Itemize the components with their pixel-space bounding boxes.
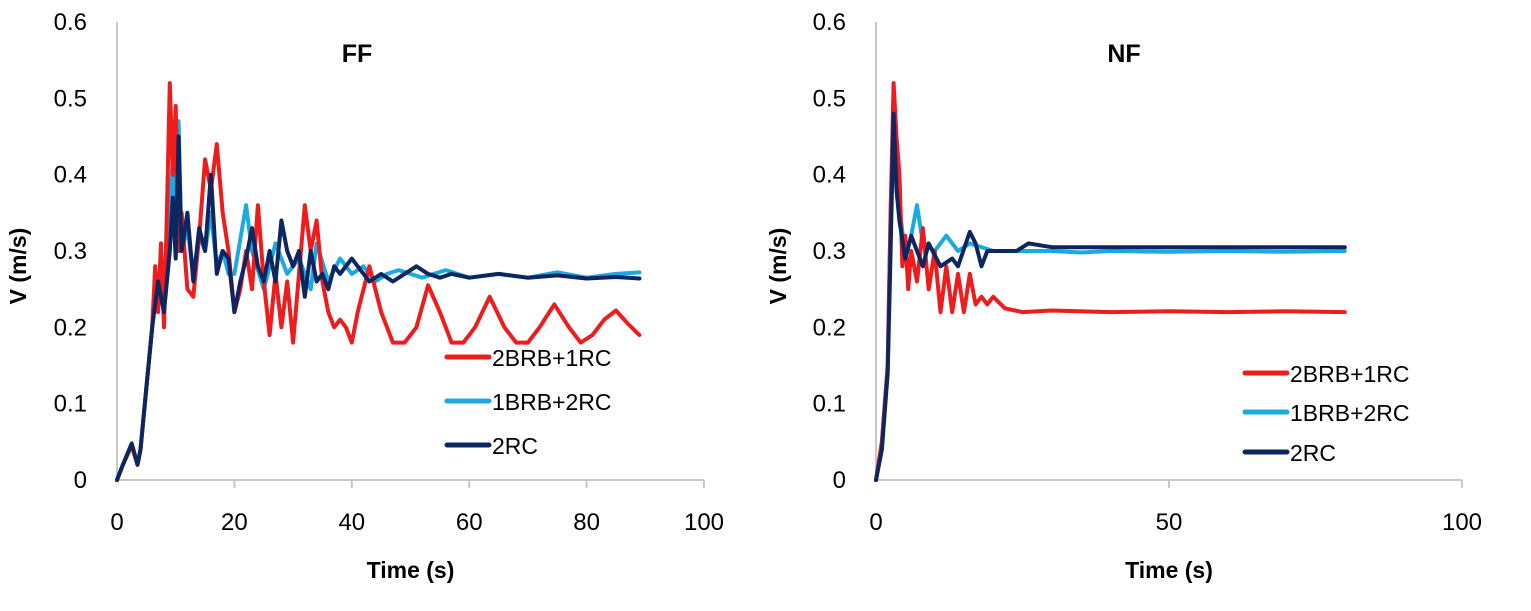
y-tick-label: 0.6	[813, 9, 846, 36]
x-tick-label: 60	[456, 509, 483, 536]
legend-label: 1BRB+2RC	[1290, 400, 1410, 426]
chart-panel-nf: 0 0.1 0.2 0.3 0.4 0.5 0.6 0 50 100 NF Time (s) V (m/…	[765, 9, 1482, 583]
y-axis-label: V (m/s)	[5, 228, 31, 305]
y-axis-label: V (m/s)	[765, 228, 791, 305]
x-tick-label: 100	[684, 509, 724, 536]
y-tick-label: 0	[74, 467, 87, 494]
legend-label: 2RC	[1290, 440, 1336, 466]
x-tick-label: 80	[573, 509, 600, 536]
legend-label: 1BRB+2RC	[492, 389, 612, 415]
y-tick-label: 0.1	[813, 391, 846, 418]
y-tick-label: 0.2	[54, 314, 87, 341]
chart-panel-ff: 0 0.1 0.2 0.3 0.4 0.5 0.6 0 20 40 60 80 100 FF Time (s…	[5, 9, 724, 583]
chart-title: NF	[1107, 40, 1140, 68]
chart-title: FF	[342, 40, 373, 68]
legend-label: 2BRB+1RC	[1290, 361, 1410, 387]
series-line-2brb-1rc	[115, 81, 642, 482]
y-tick-label: 0.3	[54, 238, 87, 265]
y-tick-label: 0.5	[54, 85, 87, 112]
y-tick-label: 0	[833, 467, 846, 494]
y-tick-label: 0.1	[54, 391, 87, 418]
x-tick-label: 100	[1442, 509, 1482, 536]
legend-label: 2RC	[492, 433, 538, 459]
y-tick-label: 0.6	[54, 9, 87, 36]
legend-label: 2BRB+1RC	[492, 345, 612, 371]
x-tick-label: 0	[110, 509, 123, 536]
x-tick-label: 50	[1156, 509, 1183, 536]
series-line-2rc	[874, 111, 1347, 482]
x-tick-label: 20	[221, 509, 248, 536]
y-tick-label: 0.2	[813, 314, 846, 341]
y-tick-label: 0.5	[813, 85, 846, 112]
x-tick-label: 0	[869, 509, 882, 536]
y-tick-label: 0.3	[813, 238, 846, 265]
y-tick-label: 0.4	[813, 162, 846, 189]
legend: 2BRB+1RC 1BRB+2RC 2RC	[1242, 361, 1410, 466]
x-axis-label: Time (s)	[1125, 557, 1213, 583]
series-line-1brb-2rc	[874, 111, 1347, 482]
series-line-2brb-1rc	[874, 81, 1347, 482]
x-axis-label: Time (s)	[367, 557, 455, 583]
series-line-2rc	[115, 134, 642, 482]
y-tick-label: 0.4	[54, 162, 87, 189]
x-tick-label: 40	[338, 509, 365, 536]
legend: 2BRB+1RC 1BRB+2RC 2RC	[444, 345, 612, 459]
